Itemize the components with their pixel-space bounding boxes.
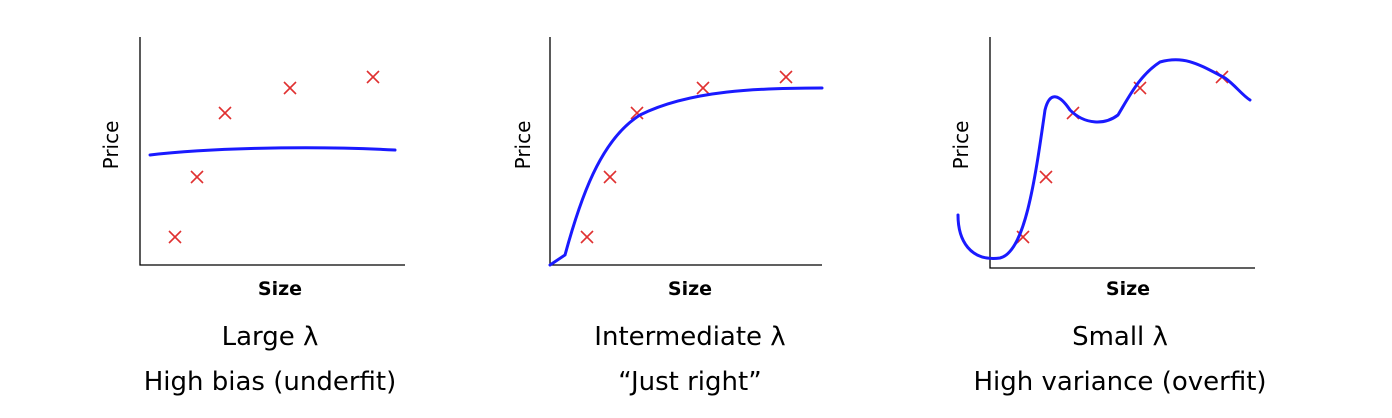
y-label: Price [99,121,123,170]
axes [139,37,405,266]
fit-curve [548,86,824,267]
caption: “Just right” [618,367,761,397]
title: Large λ [222,322,319,352]
data-points [168,70,380,244]
y-label: Price [511,121,535,170]
caption: High variance (overfit) [973,367,1266,397]
data-points [1016,70,1229,244]
data-points [580,70,793,244]
fit-curve [148,146,397,157]
y-label: Price [949,121,973,170]
caption: High bias (underfit) [144,367,397,397]
title: Intermediate λ [594,322,785,352]
x-label: Size [668,278,712,300]
title: Small λ [1072,322,1168,352]
panel-underfit: Price Size Large λ High bias (underfit) [99,37,405,397]
fit-curve [956,58,1252,260]
x-label: Size [258,278,302,300]
panel-just-right: Price Size Intermediate λ “Just right” [511,37,824,397]
x-label: Size [1106,278,1150,300]
panel-overfit: Price Size Small λ High variance (overfi… [949,37,1267,397]
axes [989,37,1255,269]
